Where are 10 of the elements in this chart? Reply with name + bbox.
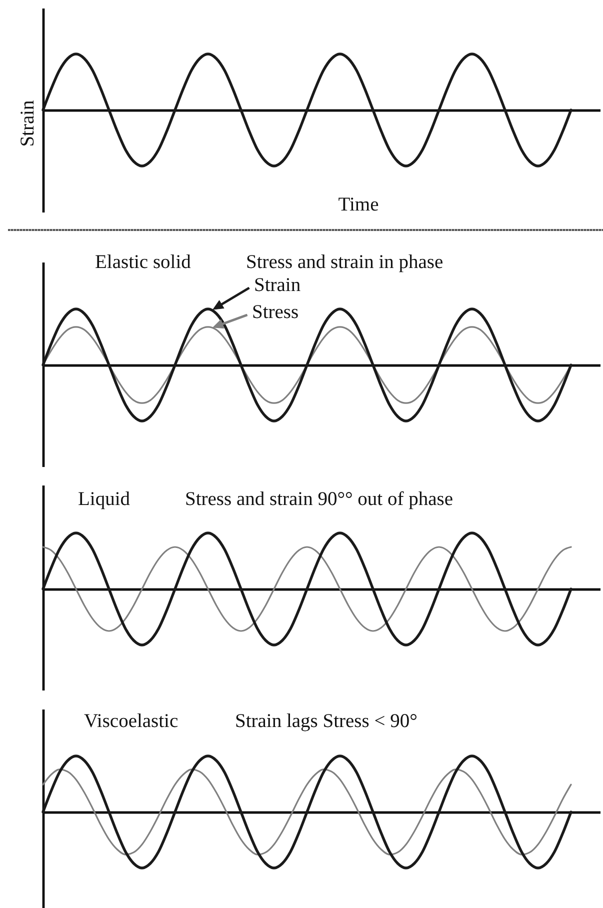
x-axis-title: Time — [338, 194, 379, 216]
chart-subtitle: Stress and strain 90°° out of phase — [185, 489, 453, 510]
y-axis-title: Strain — [18, 100, 38, 147]
legend-label: Stress — [252, 302, 299, 323]
legend-label: Strain — [254, 275, 301, 296]
chart-title: Elastic solid — [95, 252, 192, 273]
chart-title: Liquid — [78, 489, 130, 510]
chart-subtitle: Strain lags Stress < 90° — [235, 711, 418, 732]
chart-title: Viscoelastic — [84, 711, 178, 732]
chart-subtitle: Stress and strain in phase — [246, 252, 444, 273]
